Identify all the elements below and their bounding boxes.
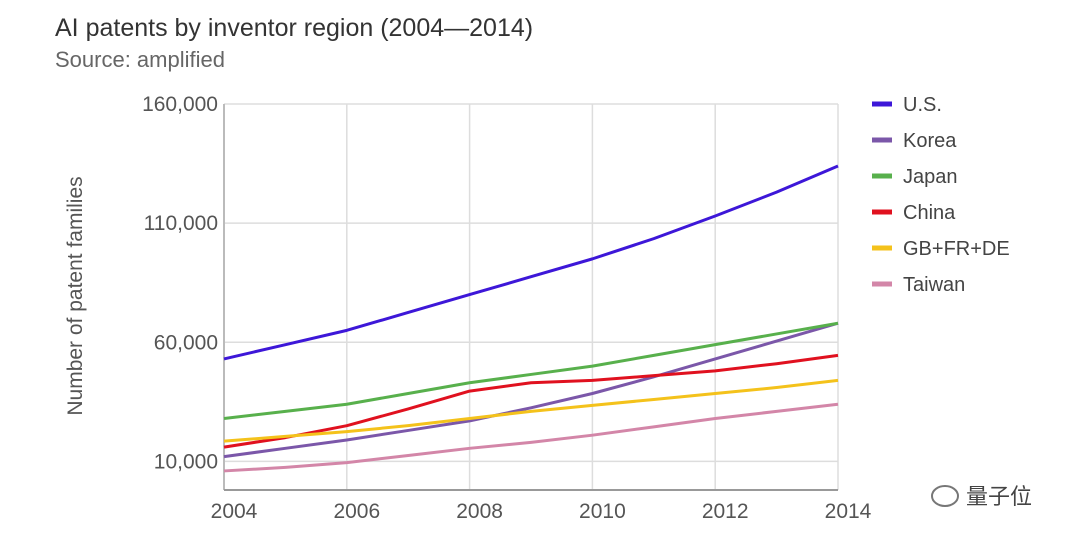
data-line (223, 164, 839, 361)
x-tick-label: 2006 (333, 500, 380, 523)
legend-label: GB+FR+DE (903, 238, 1010, 260)
watermark-text: 量子位 (966, 484, 1032, 509)
data-line (223, 378, 839, 443)
y-axis-label: Number of patent families (64, 176, 87, 415)
y-tick-label: 110,000 (144, 212, 218, 235)
watermark: 量子位 (931, 484, 1032, 509)
chart-title: AI patents by inventor region (2004—2014… (55, 14, 533, 42)
legend-label: Taiwan (903, 274, 965, 296)
x-tick-label: 2010 (579, 500, 626, 523)
x-tick-label: 2004 (211, 500, 258, 523)
data-line (223, 321, 839, 459)
x-tick-label: 2014 (825, 500, 872, 523)
legend-label: Korea (903, 130, 957, 152)
y-tick-label: 160,000 (142, 93, 218, 116)
legend-label: Japan (903, 166, 958, 188)
y-tick-label: 60,000 (154, 331, 218, 354)
y-tick-label: 10,000 (154, 450, 218, 473)
data-line (223, 353, 839, 449)
chart-subtitle: Source: amplified (55, 47, 225, 72)
data-line (223, 321, 839, 421)
x-tick-label: 2012 (702, 500, 749, 523)
x-tick-label: 2008 (456, 500, 503, 523)
watermark-icon (931, 485, 959, 507)
data-line (223, 402, 839, 473)
legend-label: U.S. (903, 94, 942, 116)
legend-label: China (903, 202, 956, 224)
